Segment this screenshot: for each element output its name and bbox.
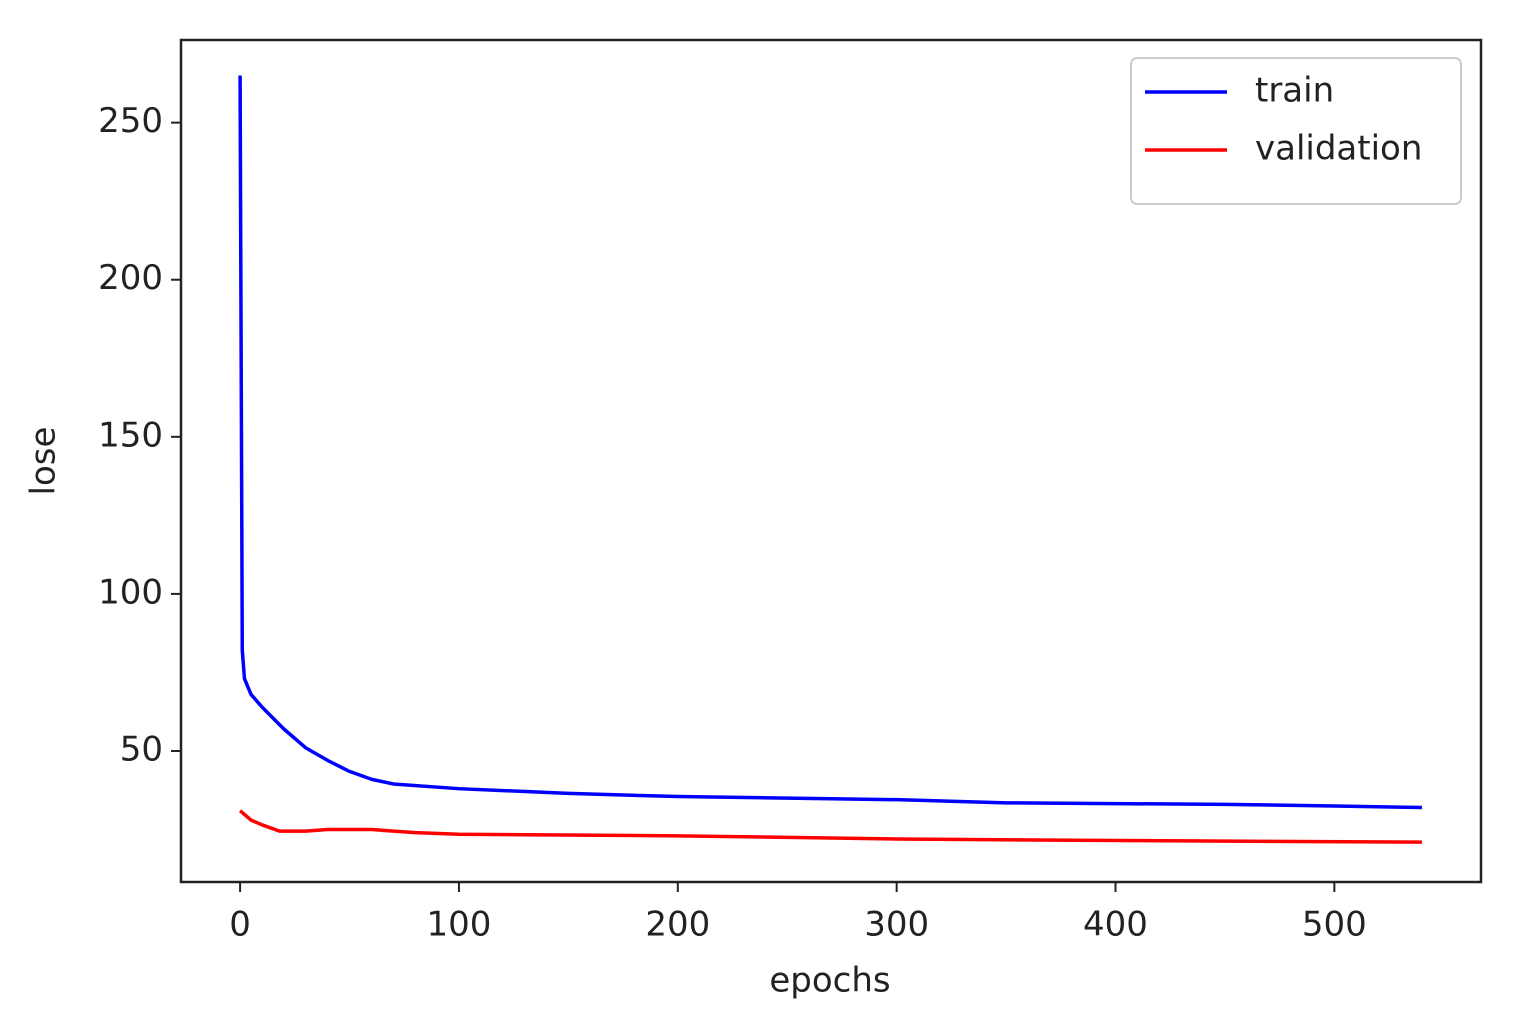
plot-frame — [179, 38, 1483, 884]
x-tick-label: 300 — [864, 905, 929, 945]
line-series — [238, 809, 1422, 844]
x-tick-label: 200 — [645, 905, 710, 945]
line-series — [238, 75, 1422, 810]
y-axis-label: lose — [24, 427, 64, 496]
y-tick-label: 200 — [98, 258, 163, 298]
y-tick-label: 150 — [98, 415, 163, 455]
x-tick-label: 500 — [1302, 905, 1367, 945]
legend-label: validation — [1255, 129, 1422, 169]
y-tick-label: 250 — [98, 101, 163, 141]
x-tick-label: 0 — [229, 905, 251, 945]
legend-box — [1130, 57, 1462, 205]
x-tick-label: 100 — [426, 905, 491, 945]
y-tick-label: 50 — [120, 729, 163, 769]
x-axis-label: epochs — [769, 961, 890, 1001]
y-tick-label: 100 — [98, 572, 163, 612]
x-tick-label: 400 — [1083, 905, 1148, 945]
legend-label: train — [1255, 71, 1334, 111]
